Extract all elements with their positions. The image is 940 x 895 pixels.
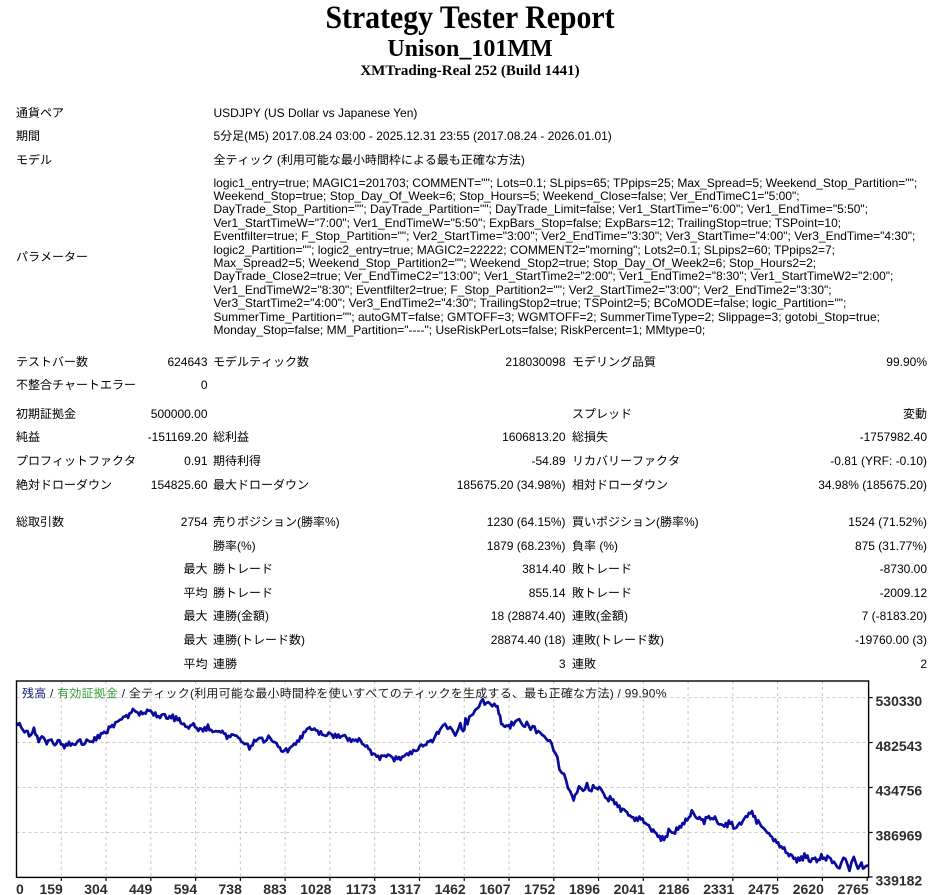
svg-text:594: 594 [174, 881, 198, 895]
svg-text:1317: 1317 [390, 881, 421, 895]
svg-text:1028: 1028 [300, 881, 331, 895]
svg-text:1752: 1752 [524, 881, 555, 895]
svg-text:残高 / 有効証拠金 / 全ティック(利用可能な最小時間枠を: 残高 / 有効証拠金 / 全ティック(利用可能な最小時間枠を使いすべてのティック… [22, 686, 667, 700]
svg-text:2620: 2620 [793, 881, 824, 895]
svg-text:159: 159 [39, 881, 63, 895]
svg-text:738: 738 [219, 881, 243, 895]
svg-text:0: 0 [16, 881, 24, 895]
svg-text:1607: 1607 [479, 881, 510, 895]
svg-text:2041: 2041 [614, 881, 645, 895]
svg-text:1462: 1462 [435, 881, 466, 895]
svg-text:2475: 2475 [748, 881, 779, 895]
svg-text:434756: 434756 [876, 783, 923, 799]
svg-text:386969: 386969 [876, 828, 923, 844]
svg-text:449: 449 [129, 881, 153, 895]
svg-text:304: 304 [84, 881, 108, 895]
svg-text:883: 883 [263, 881, 287, 895]
svg-text:1173: 1173 [346, 881, 377, 895]
svg-text:482543: 482543 [876, 738, 923, 754]
svg-text:530330: 530330 [876, 693, 923, 709]
svg-text:339182: 339182 [876, 873, 923, 889]
svg-text:2765: 2765 [838, 881, 869, 895]
svg-text:2331: 2331 [703, 881, 734, 895]
svg-text:2186: 2186 [658, 881, 689, 895]
svg-text:1896: 1896 [569, 881, 600, 895]
